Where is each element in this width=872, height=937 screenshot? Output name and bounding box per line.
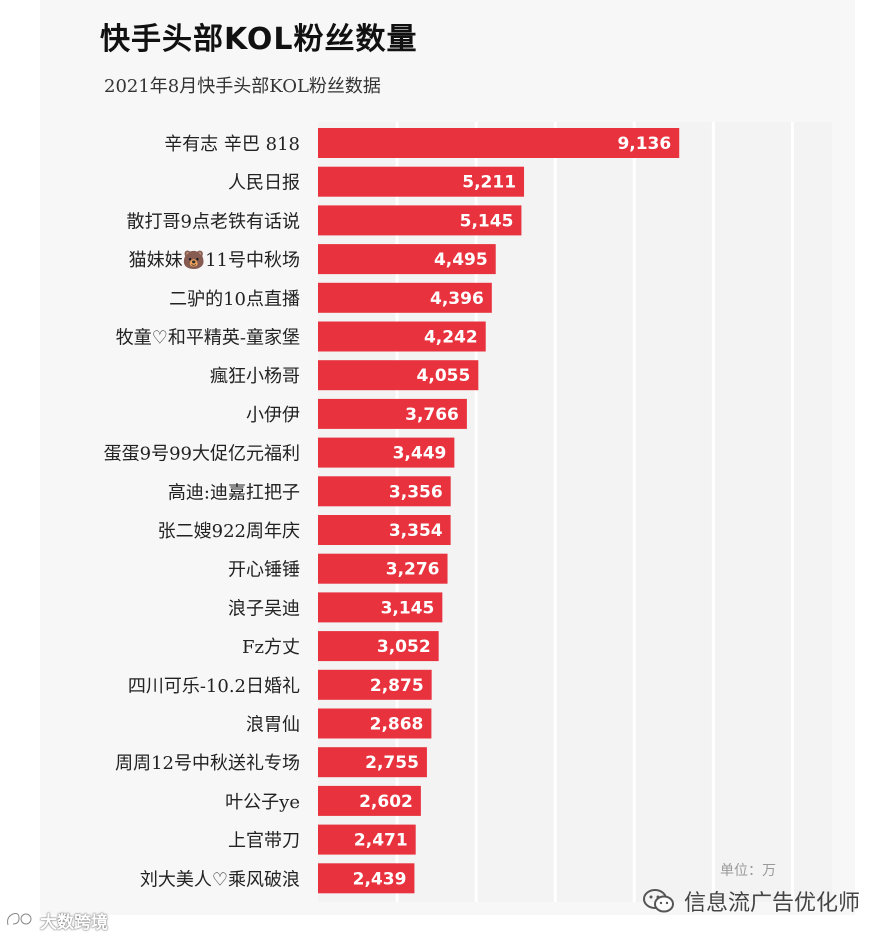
- bar: [318, 553, 448, 584]
- category-label: 牧童♡和平精英-童家堡: [116, 328, 300, 349]
- category-label: 小伊伊: [246, 405, 300, 426]
- watermark-left-text: 大数跨境: [40, 912, 108, 933]
- category-label: 上官带刀: [228, 831, 300, 852]
- watermark-right-text: 信息流广告优化师: [684, 891, 861, 916]
- value-label: 4,055: [417, 366, 471, 386]
- brand-logo-icon: [6, 912, 33, 926]
- value-label: 5,145: [460, 211, 514, 231]
- bar: [318, 515, 451, 545]
- unit-note: 单位：万: [720, 863, 776, 879]
- bar: [318, 785, 421, 816]
- value-label: 3,356: [389, 482, 443, 502]
- category-label: 辛有志 辛巴 818: [164, 134, 300, 155]
- value-label: 4,495: [434, 250, 488, 270]
- value-label: 9,136: [617, 134, 671, 154]
- bar: [318, 747, 427, 778]
- value-label: 3,766: [405, 405, 459, 425]
- category-label: 刘大美人♡乘风破浪: [140, 869, 300, 890]
- bar: [318, 128, 680, 158]
- bars: [318, 128, 680, 894]
- bar: [318, 321, 486, 352]
- bar: [318, 708, 432, 739]
- value-label: 4,396: [430, 289, 484, 309]
- value-label: 3,276: [386, 560, 440, 580]
- bar: [318, 592, 443, 623]
- bar: [318, 437, 455, 468]
- category-label: 四川可乐-10.2日婚礼: [128, 676, 300, 697]
- bar: [318, 631, 439, 662]
- value-label: 3,145: [381, 598, 435, 618]
- value-label: 2,471: [354, 831, 408, 851]
- category-label: 猫妹妹🐻11号中秋场: [129, 249, 300, 271]
- plot-area: [318, 122, 832, 902]
- bar: [318, 669, 432, 700]
- value-label: 2,602: [359, 792, 413, 812]
- bar: [318, 360, 479, 391]
- bar: [318, 166, 525, 197]
- category-label: 散打哥9点老铁有话说: [127, 211, 300, 232]
- bar: [318, 282, 492, 313]
- wechat-icon: [643, 889, 674, 913]
- bar: [318, 824, 416, 855]
- grid-lines: [318, 122, 832, 902]
- category-labels: 辛有志 辛巴 818 人民日报散打哥9点老铁有话说猫妹妹🐻11号中秋场二驴的10点…: [104, 134, 300, 890]
- value-label: 3,052: [377, 637, 431, 657]
- value-labels: 9,136 5,211 5,145 4,495 4,396 4,242 4,055 3,766…: [353, 134, 672, 889]
- category-label: 张二嫂922周年庆: [158, 521, 300, 542]
- value-label: 4,242: [424, 328, 478, 348]
- chart-subtitle: 2021年8月快手头部KOL粉丝数据: [104, 76, 381, 97]
- bar: [318, 398, 467, 429]
- category-label: 蛋蛋9号99大促亿元福利: [104, 444, 300, 465]
- value-label: 2,439: [353, 869, 407, 889]
- category-label: 瘋狂小杨哥: [210, 366, 300, 387]
- watermark-left: 大数跨境: [4, 906, 108, 934]
- category-label: 高迪:迪嘉扛把子: [168, 482, 300, 503]
- value-label: 3,449: [393, 444, 447, 464]
- chart-title: 快手头部KOL粉丝数量: [100, 22, 418, 57]
- bar: [318, 244, 496, 275]
- bar: [318, 205, 522, 236]
- category-label: 叶公子ye: [225, 792, 300, 813]
- value-label: 5,211: [462, 173, 516, 193]
- category-label: 浪子吴迪: [228, 598, 300, 619]
- category-label: 二驴的10点直播: [169, 289, 300, 310]
- value-label: 2,868: [370, 715, 424, 735]
- category-label: 人民日报: [228, 173, 300, 194]
- category-label: 浪胃仙: [246, 715, 300, 736]
- value-label: 2,875: [370, 676, 424, 696]
- value-label: 2,755: [365, 753, 419, 773]
- category-label: 开心锤锤: [228, 560, 300, 581]
- value-label: 3,354: [389, 521, 443, 541]
- bar: [318, 863, 415, 894]
- bar: [318, 476, 451, 507]
- category-label: Fz方丈: [242, 637, 300, 658]
- watermark-right: 信息流广告优化师: [642, 884, 860, 918]
- category-label: 周周12号中秋送礼专场: [115, 753, 300, 774]
